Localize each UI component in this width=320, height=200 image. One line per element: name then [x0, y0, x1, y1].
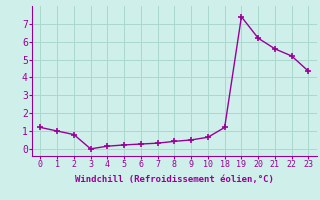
X-axis label: Windchill (Refroidissement éolien,°C): Windchill (Refroidissement éolien,°C): [75, 175, 274, 184]
